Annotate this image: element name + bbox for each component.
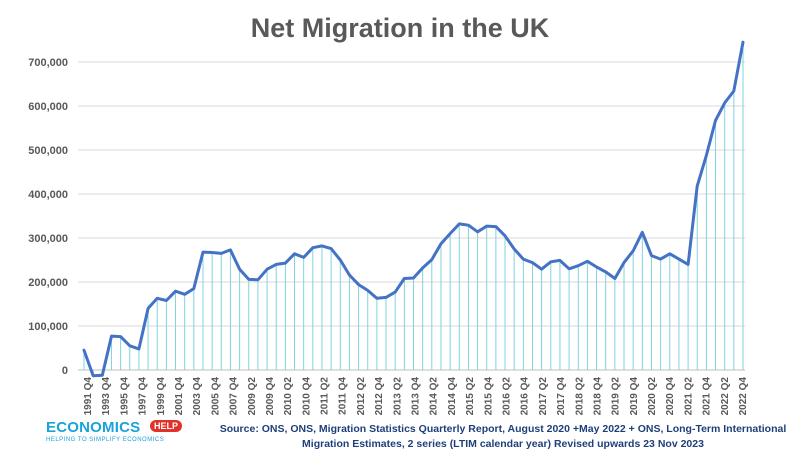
x-tick-label: 2012 Q2 — [356, 377, 367, 416]
x-tick-label: 2022 Q4 — [738, 377, 749, 416]
y-tick-label: 0 — [62, 365, 68, 377]
drop-lines — [83, 42, 744, 376]
x-tick-label: 2016 Q4 — [520, 377, 531, 416]
y-tick-label: 300,000 — [28, 233, 68, 245]
x-tick-label: 1995 Q4 — [119, 377, 130, 416]
x-tick-label: 2010 Q2 — [283, 377, 294, 416]
x-tick-label: 2017 Q2 — [538, 377, 549, 416]
x-tick-label: 2013 Q2 — [392, 377, 403, 416]
x-tick-label: 2018 Q2 — [574, 377, 585, 416]
y-axis-ticks: 0 100,000 200,000 300,000 400,000 500,000 600,… — [28, 57, 68, 377]
x-tick-label: 2011 Q2 — [320, 377, 331, 415]
source-note: Source: ONS, ONS, Migration Statistics Q… — [219, 423, 787, 450]
x-tick-label: 2009 Q2 — [247, 377, 258, 416]
x-tick-label: 2014 Q4 — [447, 377, 458, 416]
logo-text: ECONOMICS — [46, 419, 141, 436]
x-tick-label: 2020 Q4 — [665, 377, 676, 416]
logo-badge: HELP — [150, 420, 183, 432]
gridlines — [78, 61, 745, 371]
x-tick-label: 2009 Q4 — [265, 377, 276, 416]
x-tick-label: 2018 Q4 — [592, 377, 603, 416]
net-migration-line — [82, 40, 745, 378]
y-tick-label: 100,000 — [28, 321, 68, 333]
x-tick-label: 2011 Q4 — [338, 377, 349, 415]
series-lines — [82, 40, 745, 378]
chart-title: Net Migration in the UK — [251, 13, 550, 43]
x-tick-label: 2019 Q4 — [629, 377, 640, 416]
logo-tagline: HELPING TO SIMPLIFY ECONOMICS — [46, 437, 165, 443]
x-tick-label: 2022 Q2 — [720, 377, 731, 416]
x-tick-label: 2014 Q2 — [429, 377, 440, 416]
x-tick-label: 2016 Q2 — [501, 377, 512, 416]
x-tick-label: 2003 Q4 — [192, 377, 203, 416]
y-tick-label: 700,000 — [28, 57, 68, 69]
x-tick-label: 2007 Q4 — [229, 377, 240, 416]
x-tick-label: 1999 Q4 — [156, 377, 167, 416]
y-tick-label: 600,000 — [28, 101, 68, 113]
x-tick-label: 2021 Q4 — [702, 377, 713, 416]
y-tick-label: 400,000 — [28, 189, 68, 201]
x-tick-label: 2021 Q2 — [683, 377, 694, 416]
x-tick-label: 2010 Q4 — [301, 377, 312, 416]
x-tick-label: 2015 Q2 — [465, 377, 476, 416]
x-tick-label: 2020 Q2 — [647, 377, 658, 416]
x-tick-label: 2017 Q4 — [556, 377, 567, 416]
y-tick-label: 500,000 — [28, 145, 68, 157]
y-tick-label: 200,000 — [28, 277, 68, 289]
x-axis-ticks: 1991 Q4 1993 Q4 1995 Q4 1997 Q4 1999 Q4 2001 … — [83, 377, 749, 416]
x-tick-label: 2015 Q4 — [483, 377, 494, 416]
economics-help-logo: ECONOMICS HELP HELPING TO SIMPLIFY ECONO… — [46, 419, 196, 447]
x-tick-label: 1997 Q4 — [138, 377, 149, 416]
x-tick-label: 2019 Q2 — [611, 377, 622, 416]
x-tick-label: 2005 Q4 — [210, 377, 221, 416]
x-tick-label: 2012 Q4 — [374, 377, 385, 416]
x-tick-label: 1993 Q4 — [101, 377, 112, 416]
x-tick-label: 2001 Q4 — [174, 377, 185, 416]
x-tick-label: 1991 Q4 — [83, 377, 94, 416]
x-tick-label: 2013 Q4 — [411, 377, 422, 416]
